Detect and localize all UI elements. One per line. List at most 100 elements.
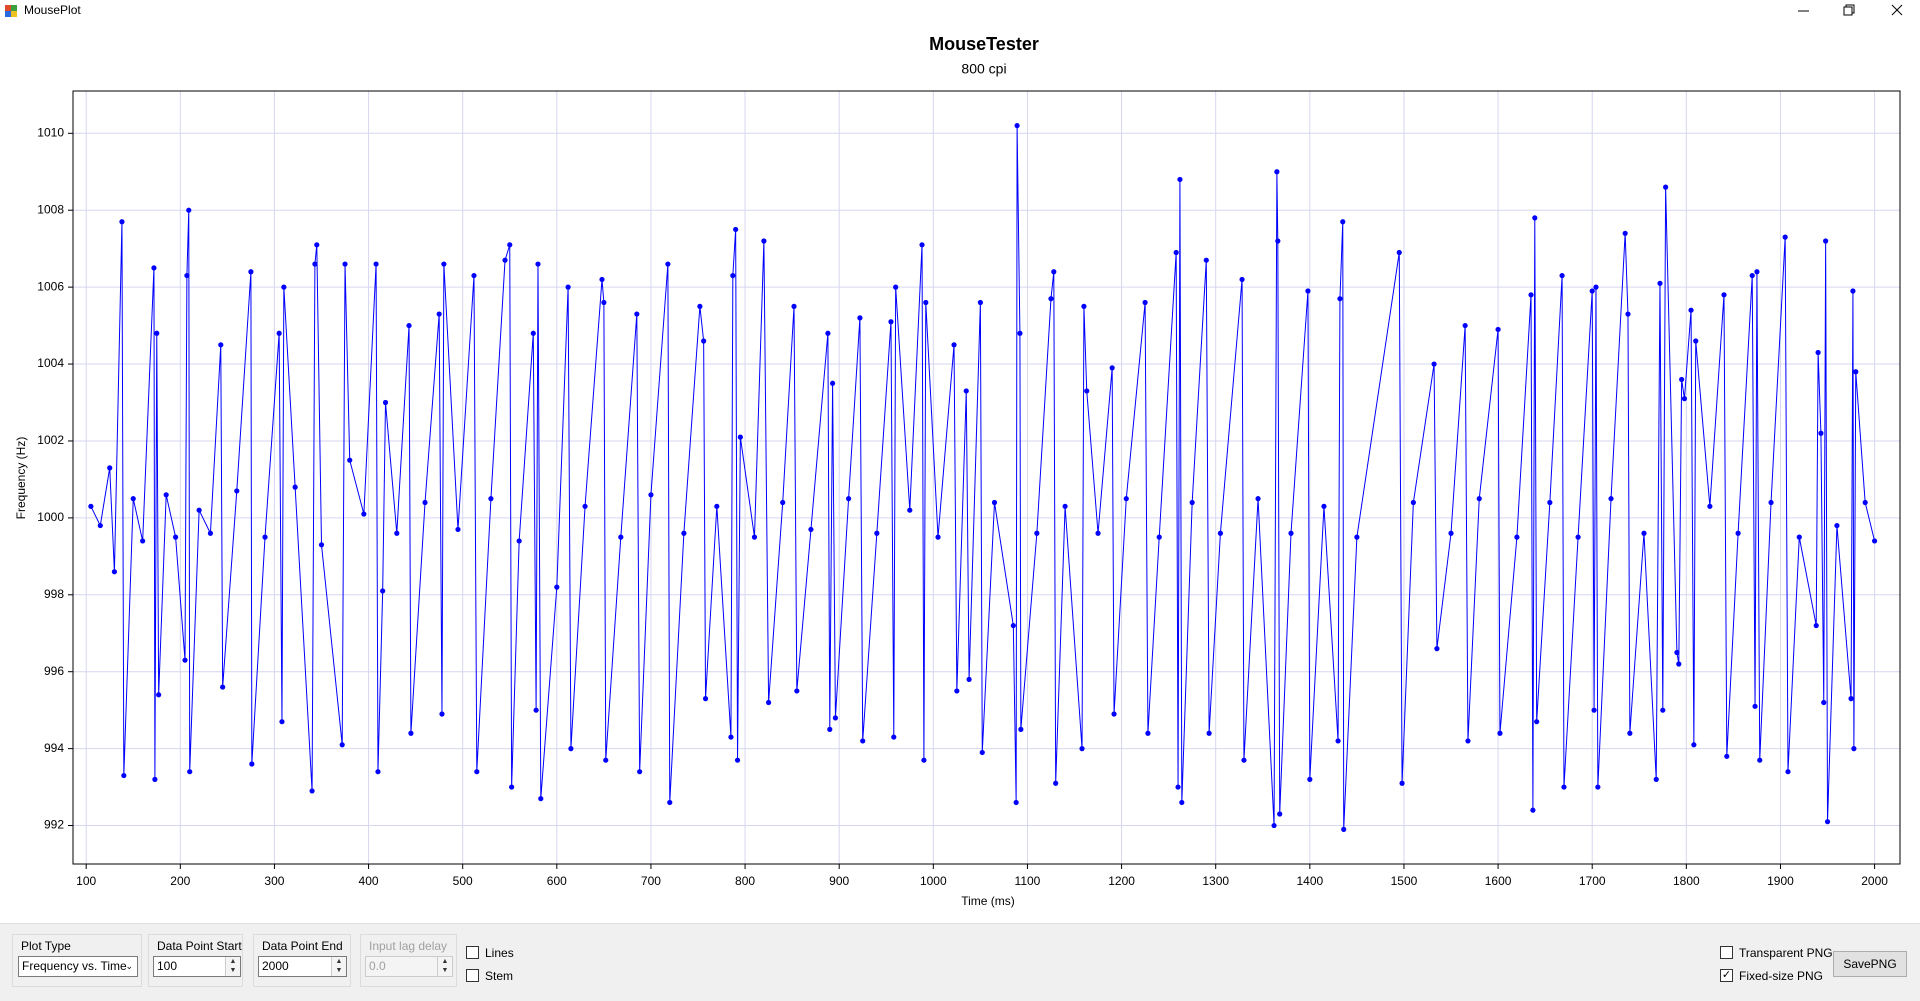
data-point <box>977 299 983 306</box>
control-panel: Plot Type Frequency vs. Time ⌄ Data Point… <box>0 923 1920 1001</box>
data-point <box>1681 396 1688 402</box>
save-png-button[interactable]: SavePNG <box>1833 951 1907 977</box>
data-point <box>1850 288 1856 294</box>
data-point <box>1014 123 1020 129</box>
data-point <box>599 276 605 283</box>
plot-type-combo[interactable]: Frequency vs. Time ⌄ <box>18 956 138 977</box>
data-point <box>554 584 560 590</box>
app-icon <box>5 5 17 17</box>
data-point <box>1660 707 1666 713</box>
y-tick-label: 994 <box>44 741 64 755</box>
data-point <box>262 534 268 540</box>
data-point <box>152 776 158 782</box>
stem-checkbox[interactable] <box>466 969 479 982</box>
data-point <box>248 269 254 275</box>
data-point <box>140 538 146 544</box>
data-point <box>1081 303 1087 309</box>
data-point <box>794 688 800 694</box>
plot-type-value: Frequency vs. Time <box>22 959 127 973</box>
data-point <box>954 688 960 694</box>
x-tick-label: 1900 <box>1767 874 1794 888</box>
data-point <box>1495 326 1501 333</box>
title-bar <box>0 0 1920 22</box>
lag-value: 0.0 <box>369 959 386 973</box>
data-point <box>648 492 654 498</box>
data-point <box>281 284 287 290</box>
data-point <box>637 769 643 775</box>
x-tick-label: 1100 <box>1015 874 1041 888</box>
fixed-size-png-checkbox[interactable]: ✓ <box>1720 969 1733 982</box>
restore-button[interactable] <box>1843 4 1855 16</box>
plot-frame <box>72 90 1901 865</box>
data-point <box>921 757 927 763</box>
data-point <box>474 769 480 775</box>
data-point <box>1018 726 1024 732</box>
data-point <box>375 769 381 775</box>
start-label: Data Point Start <box>157 939 242 953</box>
data-point <box>603 757 609 763</box>
data-point <box>509 784 515 790</box>
data-point <box>1691 742 1697 748</box>
data-point <box>1851 746 1857 752</box>
data-point <box>734 757 741 763</box>
data-point <box>182 657 188 663</box>
data-point <box>1271 822 1277 829</box>
data-point <box>1177 176 1183 183</box>
plot-type-label: Plot Type <box>21 939 71 953</box>
data-point <box>665 261 671 267</box>
plot-type-group: Plot Type Frequency vs. Time ⌄ <box>12 934 142 987</box>
data-point <box>276 330 282 336</box>
lines-checkbox[interactable] <box>466 946 479 959</box>
data-point <box>1448 530 1454 536</box>
data-point <box>1123 496 1129 502</box>
lag-group: Input lag delay 0.0 ▲ ▼ <box>360 934 457 987</box>
data-point <box>601 299 607 306</box>
data-point <box>342 261 348 267</box>
data-point <box>1848 696 1854 702</box>
data-point <box>186 207 192 213</box>
x-tick-label: 800 <box>735 874 755 888</box>
data-point <box>163 492 169 498</box>
data-point <box>373 261 379 267</box>
data-point <box>1676 661 1682 667</box>
data-point <box>697 303 703 309</box>
data-point <box>318 542 325 548</box>
data-point <box>761 238 767 244</box>
transparent-png-checkbox[interactable] <box>1720 946 1733 959</box>
x-tick-label: 500 <box>453 874 473 888</box>
data-point <box>1399 780 1405 786</box>
start-input[interactable]: 100 ▲ ▼ <box>153 956 241 977</box>
data-point <box>422 499 428 506</box>
data-point <box>441 261 447 267</box>
data-point <box>582 503 588 509</box>
data-point <box>394 530 400 536</box>
data-point <box>1206 730 1212 736</box>
data-point <box>1109 365 1115 371</box>
x-axis-label: Time (ms) <box>961 894 1015 908</box>
data-point <box>1528 292 1534 298</box>
data-point <box>1017 330 1023 336</box>
x-tick-label: 2000 <box>1861 874 1888 888</box>
x-tick-label: 100 <box>76 874 96 888</box>
data-point <box>1175 784 1181 790</box>
data-point <box>991 499 998 506</box>
data-point <box>1062 503 1068 509</box>
data-point <box>907 507 913 513</box>
lag-input: 0.0 ▲ ▼ <box>365 956 453 977</box>
data-point <box>1834 522 1840 529</box>
data-point <box>1749 272 1755 279</box>
end-input[interactable]: 2000 ▲ ▼ <box>258 956 347 977</box>
data-point <box>1534 719 1540 725</box>
data-point <box>733 226 739 233</box>
data-point <box>827 726 833 732</box>
y-tick-label: 1004 <box>37 356 64 370</box>
data-point <box>1824 819 1831 825</box>
fixed-size-png-label: Fixed-size PNG <box>1739 969 1824 983</box>
data-point <box>825 330 831 336</box>
data-point <box>249 761 255 767</box>
close-button[interactable] <box>1891 4 1903 16</box>
data-point <box>701 338 707 344</box>
plot-area <box>73 91 1900 864</box>
data-point <box>172 534 179 540</box>
y-tick-label: 998 <box>44 587 64 601</box>
